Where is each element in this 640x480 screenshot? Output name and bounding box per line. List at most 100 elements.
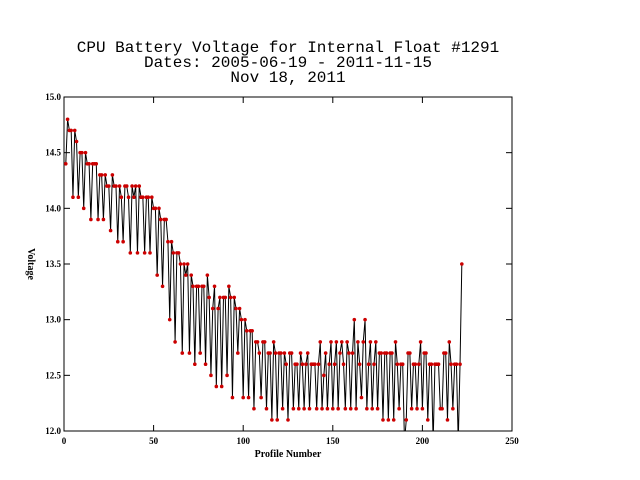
x-tick-label: 0: [62, 436, 67, 446]
data-point: [135, 251, 140, 255]
data-point: [80, 150, 84, 155]
y-tick-label: 13.0: [45, 315, 61, 325]
data-point: [443, 351, 448, 355]
data-point: [302, 406, 306, 411]
data-point: [458, 362, 462, 367]
data-point: [128, 251, 133, 255]
data-point: [395, 362, 400, 367]
data-point: [196, 284, 201, 289]
data-point: [424, 351, 428, 355]
data-point: [83, 150, 88, 155]
data-point: [325, 406, 330, 411]
data-point: [257, 351, 262, 355]
data-point: [449, 362, 453, 367]
data-point: [250, 329, 254, 333]
data-point: [234, 306, 238, 311]
data-point: [363, 317, 367, 322]
data-line: [65, 119, 463, 431]
data-point: [64, 162, 68, 166]
data-point: [384, 351, 389, 355]
data-point: [210, 306, 215, 311]
data-point: [155, 273, 159, 277]
data-point: [339, 340, 344, 344]
data-point: [341, 362, 346, 367]
data-point: [182, 262, 186, 266]
data-point: [316, 362, 321, 367]
data-point: [343, 406, 348, 411]
data-point: [345, 340, 349, 344]
data-point: [228, 295, 233, 300]
data-point: [329, 340, 333, 344]
data-point: [94, 162, 99, 166]
data-point: [236, 351, 240, 355]
data-point: [107, 184, 111, 188]
data-point: [404, 418, 409, 422]
data-point: [187, 351, 192, 355]
x-tick-label: 150: [326, 436, 340, 446]
data-point: [264, 406, 269, 411]
data-point: [189, 273, 194, 277]
chart-subtitle: Dates: 2005-06-19 - 2011-11-15: [144, 54, 432, 72]
data-point: [180, 351, 185, 355]
data-point: [203, 362, 208, 367]
data-point: [381, 418, 385, 422]
data-point: [81, 206, 86, 211]
data-point: [119, 195, 124, 199]
data-point: [223, 295, 228, 300]
data-point: [370, 406, 375, 411]
data-point: [205, 273, 210, 277]
data-point: [440, 406, 444, 411]
data-point: [142, 251, 147, 255]
data-point: [99, 173, 104, 177]
data-point: [69, 128, 73, 133]
data-point: [244, 329, 249, 333]
data-point: [354, 406, 358, 411]
data-point: [150, 195, 154, 199]
data-point: [121, 239, 125, 244]
data-point: [169, 239, 174, 244]
data-point: [176, 251, 181, 255]
data-point: [214, 384, 219, 389]
data-point: [282, 351, 287, 355]
data-point: [291, 406, 296, 411]
data-point: [153, 206, 158, 211]
data-point: [304, 362, 308, 367]
data-point: [314, 406, 319, 411]
data-point: [447, 340, 452, 344]
data-point: [184, 273, 188, 277]
data-point: [356, 340, 360, 344]
data-point: [417, 362, 421, 367]
data-point: [201, 284, 206, 289]
data-point: [400, 362, 405, 367]
data-point: [284, 362, 289, 367]
data-point: [96, 217, 100, 222]
data-point: [409, 406, 414, 411]
data-point: [445, 418, 450, 422]
data-point: [397, 406, 401, 411]
data-point: [275, 418, 280, 422]
data-point: [298, 351, 303, 355]
data-point: [338, 351, 342, 355]
data-point: [117, 184, 122, 188]
data-point: [262, 340, 267, 344]
data-point: [374, 340, 378, 344]
data-point: [289, 351, 294, 355]
data-point: [89, 217, 93, 222]
data-point: [157, 206, 161, 211]
data-point: [137, 184, 142, 188]
data-point: [167, 317, 172, 322]
data-point: [305, 351, 310, 355]
data-point: [268, 351, 272, 355]
x-tick-label: 100: [236, 436, 250, 446]
data-point: [246, 395, 251, 400]
data-point: [173, 340, 177, 344]
data-point: [415, 406, 419, 411]
y-tick-label: 14.0: [45, 203, 61, 213]
data-point: [390, 351, 394, 355]
data-point: [323, 351, 328, 355]
y-tick-label: 12.0: [45, 426, 61, 436]
data-point: [230, 395, 235, 400]
data-point: [141, 195, 145, 199]
data-point: [348, 406, 353, 411]
